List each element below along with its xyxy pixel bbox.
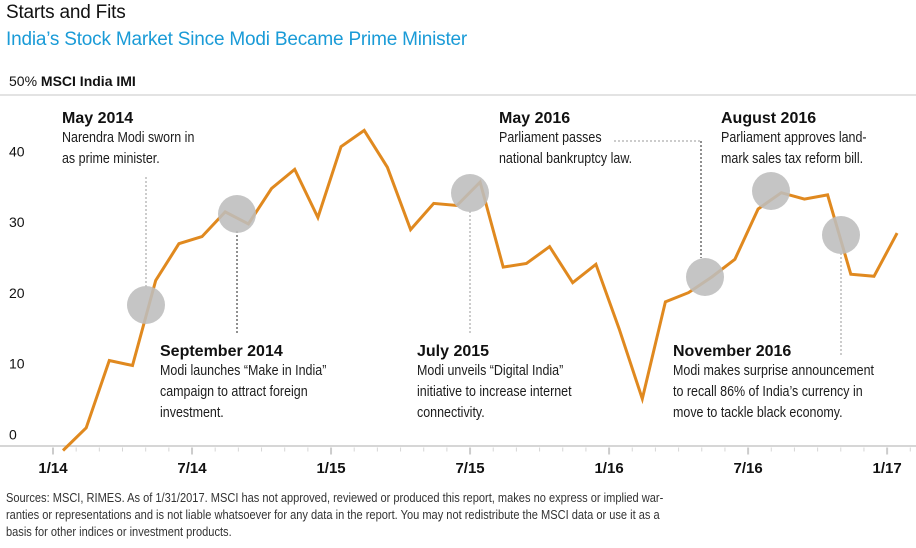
- event-marker-november-2016: [822, 216, 860, 254]
- annotation-text: campaign to attract foreign: [160, 384, 308, 400]
- annotation-text: initiative to increase internet: [417, 384, 572, 400]
- annotation-may-2016: May 2016 Parliament passes national bank…: [499, 109, 654, 170]
- annotation-text: connectivity.: [417, 405, 485, 421]
- y-tick-label: 30: [9, 214, 25, 230]
- annotation-heading: August 2016: [721, 110, 817, 127]
- x-tick-label: 1/17: [873, 460, 902, 477]
- chart-subtitle: India’s Stock Market Since Modi Became P…: [6, 29, 468, 50]
- footnote-line: basis for other indices or investment pr…: [6, 525, 232, 539]
- annotation-text: Modi unveils “Digital India”: [417, 363, 564, 379]
- x-tick-label: 7/14: [177, 460, 207, 477]
- annotation-text: to recall 86% of India’s currency in: [673, 384, 863, 400]
- x-tick-label: 1/14: [38, 460, 68, 477]
- annotation-text: national bankruptcy law.: [499, 151, 633, 167]
- footnote-line: Sources: MSCI, RIMES. As of 1/31/2017. M…: [6, 491, 664, 505]
- source-footnote: Sources: MSCI, RIMES. As of 1/31/2017. M…: [6, 490, 912, 541]
- event-marker-may-2016: [686, 258, 724, 296]
- event-marker-may-2014: [127, 286, 165, 324]
- footnote-line: ranties or representations and is not li…: [6, 508, 660, 522]
- chart-title: Starts and Fits: [6, 2, 126, 23]
- annotation-heading: May 2016: [499, 110, 571, 127]
- y-axis-header: 50% MSCI India IMI: [9, 73, 136, 89]
- annotation-text: Modi makes surprise announcement: [673, 363, 875, 379]
- series-label: MSCI India IMI: [40, 73, 136, 89]
- y-tick-label: 20: [9, 285, 25, 301]
- annotation-text: as prime minister.: [62, 151, 160, 167]
- header-rule: [0, 94, 916, 96]
- x-tick-label: 1/15: [316, 460, 345, 477]
- annotation-heading: July 2015: [417, 343, 490, 360]
- annotation-november-2016: November 2016 Modi makes surprise announ…: [673, 342, 907, 424]
- event-marker-july-2015: [451, 174, 489, 212]
- annotation-text: Parliament passes: [499, 130, 602, 146]
- x-tick-label: 7/16: [733, 460, 762, 477]
- x-tick-label: 7/15: [455, 460, 484, 477]
- annotation-text: Parliament approves land-: [721, 130, 867, 146]
- annotation-heading: May 2014: [62, 110, 134, 127]
- y-tick-label: 0: [9, 427, 17, 443]
- annotation-heading: November 2016: [673, 343, 792, 360]
- event-marker-september-2014: [218, 195, 256, 233]
- x-tick-label: 1/16: [594, 460, 623, 477]
- y-tick-label: 10: [9, 356, 25, 372]
- y-tick-label: 40: [9, 143, 25, 159]
- annotation-text: mark sales tax reform bill.: [721, 151, 864, 167]
- annotation-may-2014: May 2014 Narendra Modi sworn in as prime…: [62, 109, 216, 170]
- annotation-text: move to tackle black economy.: [673, 405, 843, 421]
- annotation-september-2014: September 2014 Modi launches “Make in In…: [160, 342, 353, 424]
- annotation-text: Narendra Modi sworn in: [62, 130, 195, 146]
- annotation-july-2015: July 2015 Modi unveils “Digital India” i…: [417, 342, 597, 424]
- y-axis-top-label: 50%: [9, 73, 38, 89]
- annotation-heading: September 2014: [160, 343, 283, 360]
- annotation-text: Modi launches “Make in India”: [160, 363, 327, 379]
- annotation-text: investment.: [160, 405, 224, 421]
- annotation-august-2016: August 2016 Parliament approves land- ma…: [721, 109, 890, 170]
- event-marker-august-2016: [752, 172, 790, 210]
